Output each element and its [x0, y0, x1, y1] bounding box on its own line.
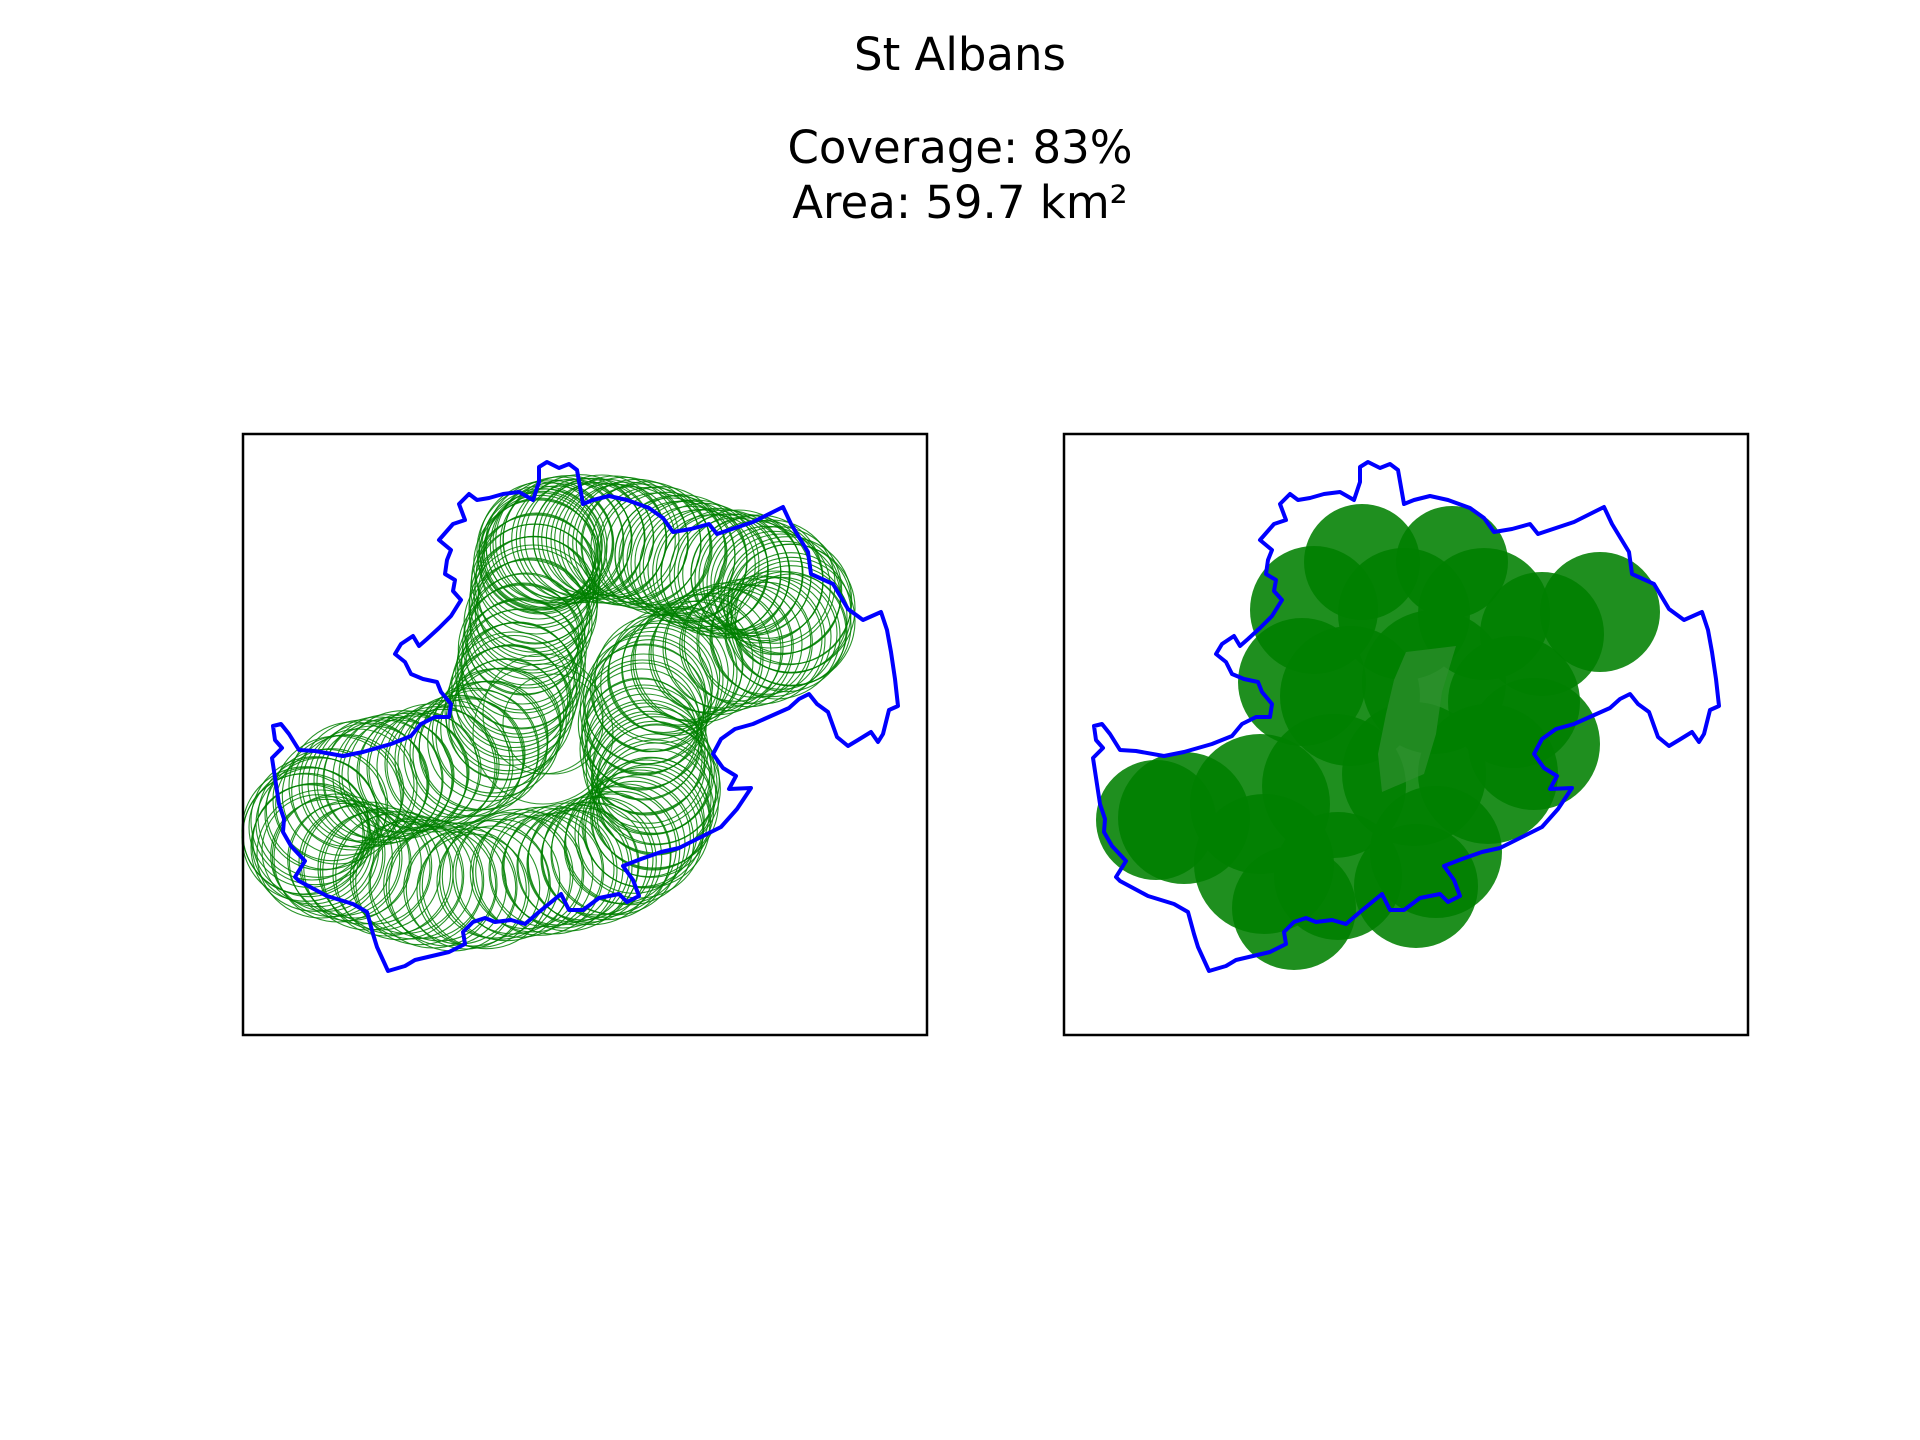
coverage-circle: [451, 658, 565, 772]
coverage-circle: [537, 474, 667, 604]
coverage-circle: [673, 509, 803, 639]
coverage-circle: [596, 486, 726, 616]
coverage-circle: [502, 479, 624, 601]
coverage-circle: [551, 786, 681, 916]
coverage-circle: [696, 575, 826, 705]
area-text: Area: 59.7 km²: [792, 176, 1128, 230]
coverage-circle: [436, 825, 550, 939]
coverage-circle: [481, 488, 603, 610]
coverage-circle: [412, 698, 526, 812]
coverage-circle: [596, 723, 718, 845]
coverage-circle: [502, 673, 604, 775]
coverage-circle: [711, 570, 841, 700]
coverage-circle: [250, 782, 380, 912]
coverage-disk: [1232, 846, 1356, 970]
coverage-circle: [717, 530, 831, 644]
coverage-circle: [683, 578, 813, 708]
coverage-circle: [499, 485, 613, 599]
coverage-circle: [485, 490, 599, 604]
coverage-circle: [482, 653, 604, 775]
coverage-text: Coverage: 83%: [787, 121, 1133, 174]
map-right-svg: [1062, 432, 1750, 1037]
map-panel-filled-circles: [1062, 432, 1750, 1037]
map-panel-circle-outlines: [241, 432, 929, 1037]
coverage-circle: [469, 558, 591, 680]
coverage-circle: [488, 805, 618, 935]
coverage-circle: [252, 784, 366, 898]
coverage-circle: [605, 491, 727, 613]
coverage-circle: [479, 492, 601, 614]
coverage-circle: [541, 791, 671, 921]
coverage-circles-filled: [1096, 504, 1660, 970]
coverage-circle: [472, 811, 594, 933]
coverage-circle: [355, 816, 485, 946]
coverage-circle: [250, 756, 380, 886]
coverage-circle: [586, 687, 700, 801]
map-frame: [1062, 432, 1750, 1037]
map-left-svg: [241, 432, 929, 1037]
coverage-circle: [369, 825, 483, 939]
coverage-circle: [559, 476, 689, 606]
coverage-circle: [349, 820, 463, 934]
coverage-circle: [455, 808, 585, 938]
coverage-circle: [472, 663, 614, 805]
coverage-disk: [1370, 786, 1502, 918]
coverage-circle: [416, 833, 530, 947]
coverage-circle: [255, 767, 369, 881]
figure-title: St Albans: [854, 28, 1066, 81]
coverage-circle: [517, 804, 639, 926]
coverage-circle: [440, 667, 562, 789]
coverage-circle: [581, 481, 711, 611]
coverage-circle: [577, 780, 691, 894]
map-frame: [241, 432, 929, 1037]
coverage-circle: [579, 684, 709, 814]
coverage-disk: [1096, 760, 1216, 880]
coverage-circle: [251, 783, 373, 905]
district-boundary: [270, 460, 900, 973]
coverage-circle: [445, 658, 567, 780]
coverage-circle: [256, 789, 386, 919]
coverage-circle: [463, 559, 593, 689]
coverage-circle: [698, 584, 812, 698]
coverage-circle: [483, 494, 597, 608]
coverage-circle: [540, 802, 654, 916]
coverage-circle: [723, 536, 853, 666]
coverage-circle: [335, 811, 465, 941]
coverage-circle: [298, 805, 412, 919]
coverage-circle: [495, 476, 625, 606]
coverage-circle: [281, 734, 403, 856]
coverage-circle: [503, 802, 633, 932]
coverage-circle: [579, 644, 709, 774]
coverage-circles-outlined: [241, 474, 856, 952]
coverage-circle: [730, 543, 852, 665]
coverage-circle: [474, 557, 588, 671]
coverage-gap: [1378, 646, 1456, 792]
coverage-circle: [592, 710, 706, 824]
coverage-circle: [439, 818, 561, 940]
coverage-circle: [478, 481, 608, 611]
coverage-circle: [270, 798, 384, 912]
coverage-circle: [383, 828, 497, 942]
coverage-circle: [526, 807, 640, 921]
coverage-circle: [347, 712, 469, 834]
figure-subtitle: Coverage: 83% Area: 59.7 km²: [0, 120, 1920, 231]
coverage-circle: [288, 721, 418, 851]
coverage-circle: [441, 812, 571, 942]
district-boundary: [1091, 460, 1721, 973]
coverage-circle: [476, 485, 606, 615]
coverage-circle: [621, 605, 743, 728]
coverage-circle: [273, 793, 403, 923]
coverage-circle: [288, 800, 410, 922]
coverage-circle: [291, 734, 405, 848]
